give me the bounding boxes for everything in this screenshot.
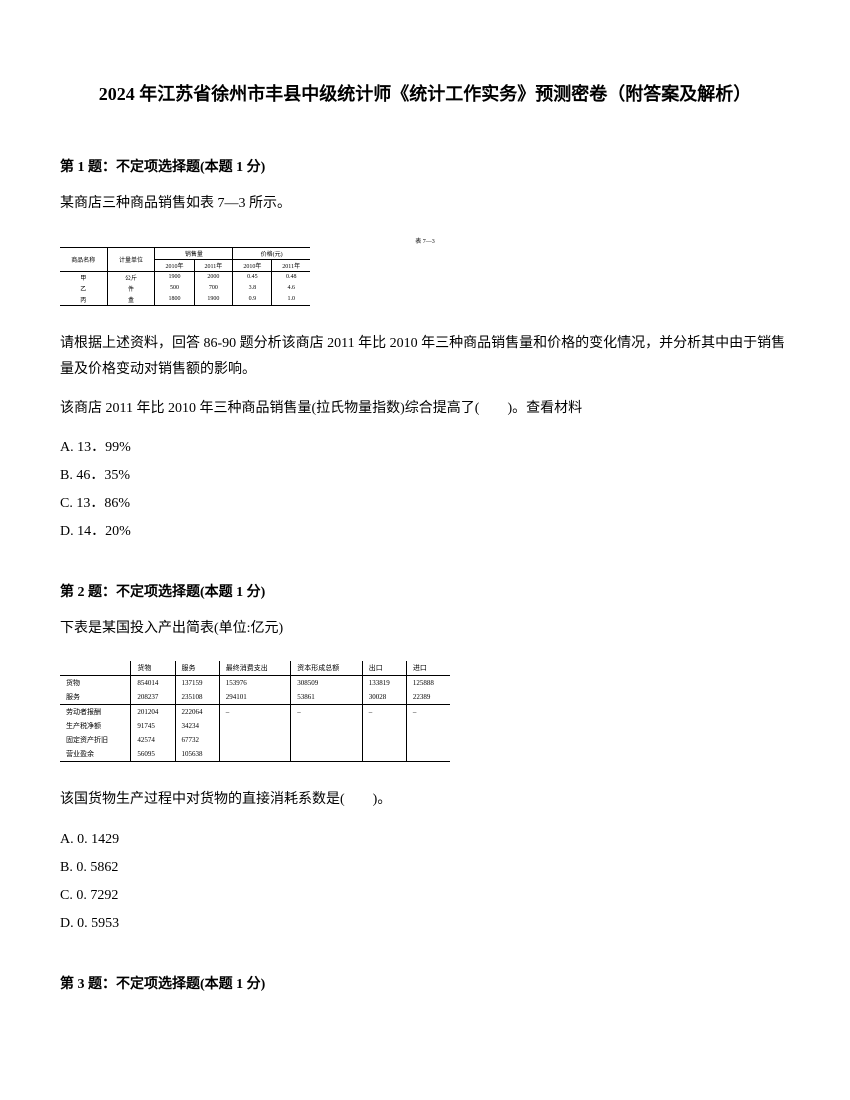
table-cell: 固定资产折旧 <box>60 733 131 747</box>
table-cell: 91745 <box>131 719 175 733</box>
table-cell: 700 <box>194 283 233 294</box>
table-cell: 500 <box>155 283 194 294</box>
table-cell <box>406 719 450 733</box>
table-cell: 235108 <box>175 690 219 705</box>
q2-options: A. 0. 1429 B. 0. 5862 C. 0. 7292 D. 0. 5… <box>60 826 790 938</box>
table-cell <box>362 747 406 762</box>
table-cell: 丙 <box>60 294 107 306</box>
table-cell: 生产税净额 <box>60 719 131 733</box>
table-cell <box>219 747 291 762</box>
table-cell: 件 <box>107 283 155 294</box>
table-cell: – <box>362 704 406 719</box>
table-cell: 4.6 <box>272 283 310 294</box>
table-cell: 商品名称 <box>60 247 107 271</box>
option-a[interactable]: A. 13．99% <box>60 434 790 462</box>
table-cell <box>291 719 363 733</box>
table-cell: 22389 <box>406 690 450 705</box>
table-cell <box>362 719 406 733</box>
option-b[interactable]: B. 46．35% <box>60 462 790 490</box>
table-cell: 294101 <box>219 690 291 705</box>
table-cell: 价格(元) <box>233 247 310 259</box>
table-cell: 56095 <box>131 747 175 762</box>
table-cell: 125888 <box>406 675 450 690</box>
table-cell: 30028 <box>362 690 406 705</box>
table-cell: – <box>406 704 450 719</box>
table-cell: 308509 <box>291 675 363 690</box>
table-cell: 1900 <box>155 271 194 283</box>
table-cell: 153976 <box>219 675 291 690</box>
table-cell: 盒 <box>107 294 155 306</box>
table-cell: 营业盈余 <box>60 747 131 762</box>
table-cell: 0.9 <box>233 294 272 306</box>
q1-options: A. 13．99% B. 46．35% C. 13．86% D. 14．20% <box>60 434 790 546</box>
table-cell: 3.8 <box>233 283 272 294</box>
table-cell: 2010年 <box>233 259 272 271</box>
table-cell: 乙 <box>60 283 107 294</box>
table-cell: 201204 <box>131 704 175 719</box>
table-cell: 1900 <box>194 294 233 306</box>
q1-table-caption: 表 7—3 <box>60 236 790 245</box>
table-cell: 公斤 <box>107 271 155 283</box>
table-cell: 208237 <box>131 690 175 705</box>
table-cell: 53861 <box>291 690 363 705</box>
table-cell: – <box>219 704 291 719</box>
option-c[interactable]: C. 0. 7292 <box>60 882 790 910</box>
table-cell: 105638 <box>175 747 219 762</box>
table-cell <box>60 661 131 676</box>
table-cell: 货物 <box>60 675 131 690</box>
q2-table-wrap: 货物 服务 最终消费支出 资本形成总额 出口 进口 货物 854014 1371… <box>60 661 790 762</box>
table-cell: 进口 <box>406 661 450 676</box>
table-cell: 服务 <box>60 690 131 705</box>
table-cell: 1800 <box>155 294 194 306</box>
table-cell <box>406 747 450 762</box>
table-cell: 计量单位 <box>107 247 155 271</box>
q1-intro: 某商店三种商品销售如表 7—3 所示。 <box>60 191 790 218</box>
table-cell: 劳动者报酬 <box>60 704 131 719</box>
table-cell <box>406 733 450 747</box>
table-cell: 854014 <box>131 675 175 690</box>
table-cell: 67732 <box>175 733 219 747</box>
q2-intro: 下表是某国投入产出简表(单位:亿元) <box>60 616 790 643</box>
q1-context: 请根据上述资料，回答 86-90 题分析该商店 2011 年比 2010 年三种… <box>60 331 790 384</box>
table-cell: 42574 <box>131 733 175 747</box>
q1-table: 商品名称 计量单位 销售量 价格(元) 2010年 2011年 2010年 20… <box>60 247 310 306</box>
table-cell: 2010年 <box>155 259 194 271</box>
table-cell <box>219 719 291 733</box>
table-cell: 133819 <box>362 675 406 690</box>
table-cell: 出口 <box>362 661 406 676</box>
table-cell: 甲 <box>60 271 107 283</box>
q1-stem: 该商店 2011 年比 2010 年三种商品销售量(拉氏物量指数)综合提高了( … <box>60 396 790 423</box>
table-cell: 2000 <box>194 271 233 283</box>
table-cell: 2011年 <box>194 259 233 271</box>
table-cell <box>219 733 291 747</box>
option-c[interactable]: C. 13．86% <box>60 490 790 518</box>
q2-table: 货物 服务 最终消费支出 资本形成总额 出口 进口 货物 854014 1371… <box>60 661 450 762</box>
table-cell: 222064 <box>175 704 219 719</box>
table-cell: 2011年 <box>272 259 310 271</box>
table-cell: 销售量 <box>155 247 233 259</box>
table-cell: 资本形成总额 <box>291 661 363 676</box>
page-title: 2024 年江苏省徐州市丰县中级统计师《统计工作实务》预测密卷（附答案及解析） <box>60 80 790 106</box>
option-d[interactable]: D. 0. 5953 <box>60 910 790 938</box>
table-cell: 0.48 <box>272 271 310 283</box>
table-cell: 服务 <box>175 661 219 676</box>
q1-header: 第 1 题：不定项选择题(本题 1 分) <box>60 156 790 176</box>
table-cell: 34234 <box>175 719 219 733</box>
table-cell <box>291 733 363 747</box>
q2-stem: 该国货物生产过程中对货物的直接消耗系数是( )。 <box>60 787 790 814</box>
table-cell: 最终消费支出 <box>219 661 291 676</box>
table-cell: 137159 <box>175 675 219 690</box>
table-cell: 货物 <box>131 661 175 676</box>
table-cell <box>291 747 363 762</box>
table-cell: 1.0 <box>272 294 310 306</box>
table-cell: 0.45 <box>233 271 272 283</box>
option-d[interactable]: D. 14．20% <box>60 518 790 546</box>
table-cell: – <box>291 704 363 719</box>
q2-header: 第 2 题：不定项选择题(本题 1 分) <box>60 581 790 601</box>
option-b[interactable]: B. 0. 5862 <box>60 854 790 882</box>
q1-table-wrap: 表 7—3 商品名称 计量单位 销售量 价格(元) 2010年 2011年 20… <box>60 236 790 306</box>
table-cell <box>362 733 406 747</box>
option-a[interactable]: A. 0. 1429 <box>60 826 790 854</box>
q3-header: 第 3 题：不定项选择题(本题 1 分) <box>60 973 790 993</box>
